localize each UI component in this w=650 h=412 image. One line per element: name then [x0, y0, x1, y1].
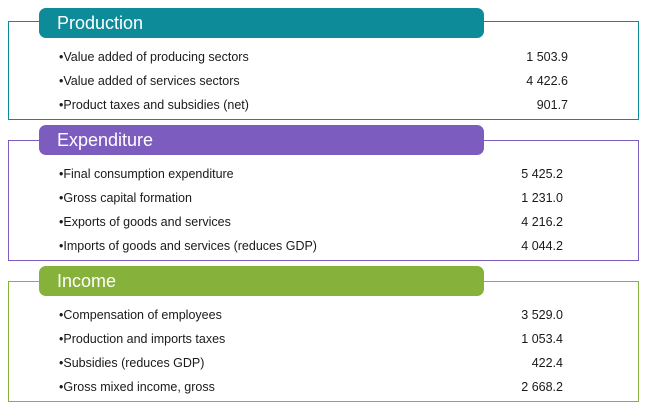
- list-item: •Gross capital formation: [59, 191, 192, 205]
- list-item: •Value added of producing sectors: [59, 50, 249, 64]
- row-label: Production and imports taxes: [63, 332, 226, 346]
- income-panel: [8, 281, 639, 402]
- row-label: Subsidies (reduces GDP): [63, 356, 205, 370]
- list-item: •Value added of services sectors: [59, 74, 240, 88]
- list-item: •Gross mixed income, gross: [59, 380, 215, 394]
- row-value: 4 044.2: [521, 239, 563, 253]
- income-title: Income: [57, 271, 117, 291]
- production-title: Production: [57, 13, 144, 33]
- expenditure-title: Expenditure: [57, 130, 154, 150]
- row-label: Compensation of employees: [63, 308, 222, 322]
- list-item: •Imports of goods and services (reduces …: [59, 239, 317, 253]
- row-label: Final consumption expenditure: [63, 167, 234, 181]
- list-item: •Subsidies (reduces GDP): [59, 356, 205, 370]
- row-label: Gross mixed income, gross: [63, 380, 215, 394]
- production-header: Production: [39, 8, 484, 38]
- list-item: •Compensation of employees: [59, 308, 222, 322]
- row-value: 422.4: [531, 356, 563, 370]
- row-value: 4 422.6: [526, 74, 568, 88]
- expenditure-header: Expenditure: [39, 125, 484, 155]
- list-item: •Product taxes and subsidies (net): [59, 98, 249, 112]
- row-label: Value added of producing sectors: [63, 50, 249, 64]
- list-item: •Exports of goods and services: [59, 215, 231, 229]
- row-value: 1 053.4: [521, 332, 563, 346]
- row-value: 1 231.0: [521, 191, 563, 205]
- expenditure-panel: [8, 140, 639, 261]
- income-header: Income: [39, 266, 484, 296]
- row-value: 3 529.0: [521, 308, 563, 322]
- row-label: Product taxes and subsidies (net): [63, 98, 249, 112]
- row-value: 1 503.9: [526, 50, 568, 64]
- row-label: Exports of goods and services: [63, 215, 231, 229]
- row-value: 2 668.2: [521, 380, 563, 394]
- row-value: 901.7: [536, 98, 568, 112]
- list-item: •Final consumption expenditure: [59, 167, 234, 181]
- list-item: •Production and imports taxes: [59, 332, 226, 346]
- row-value: 4 216.2: [521, 215, 563, 229]
- row-label: Value added of services sectors: [63, 74, 240, 88]
- row-label: Imports of goods and services (reduces G…: [63, 239, 317, 253]
- row-label: Gross capital formation: [63, 191, 192, 205]
- row-value: 5 425.2: [521, 167, 563, 181]
